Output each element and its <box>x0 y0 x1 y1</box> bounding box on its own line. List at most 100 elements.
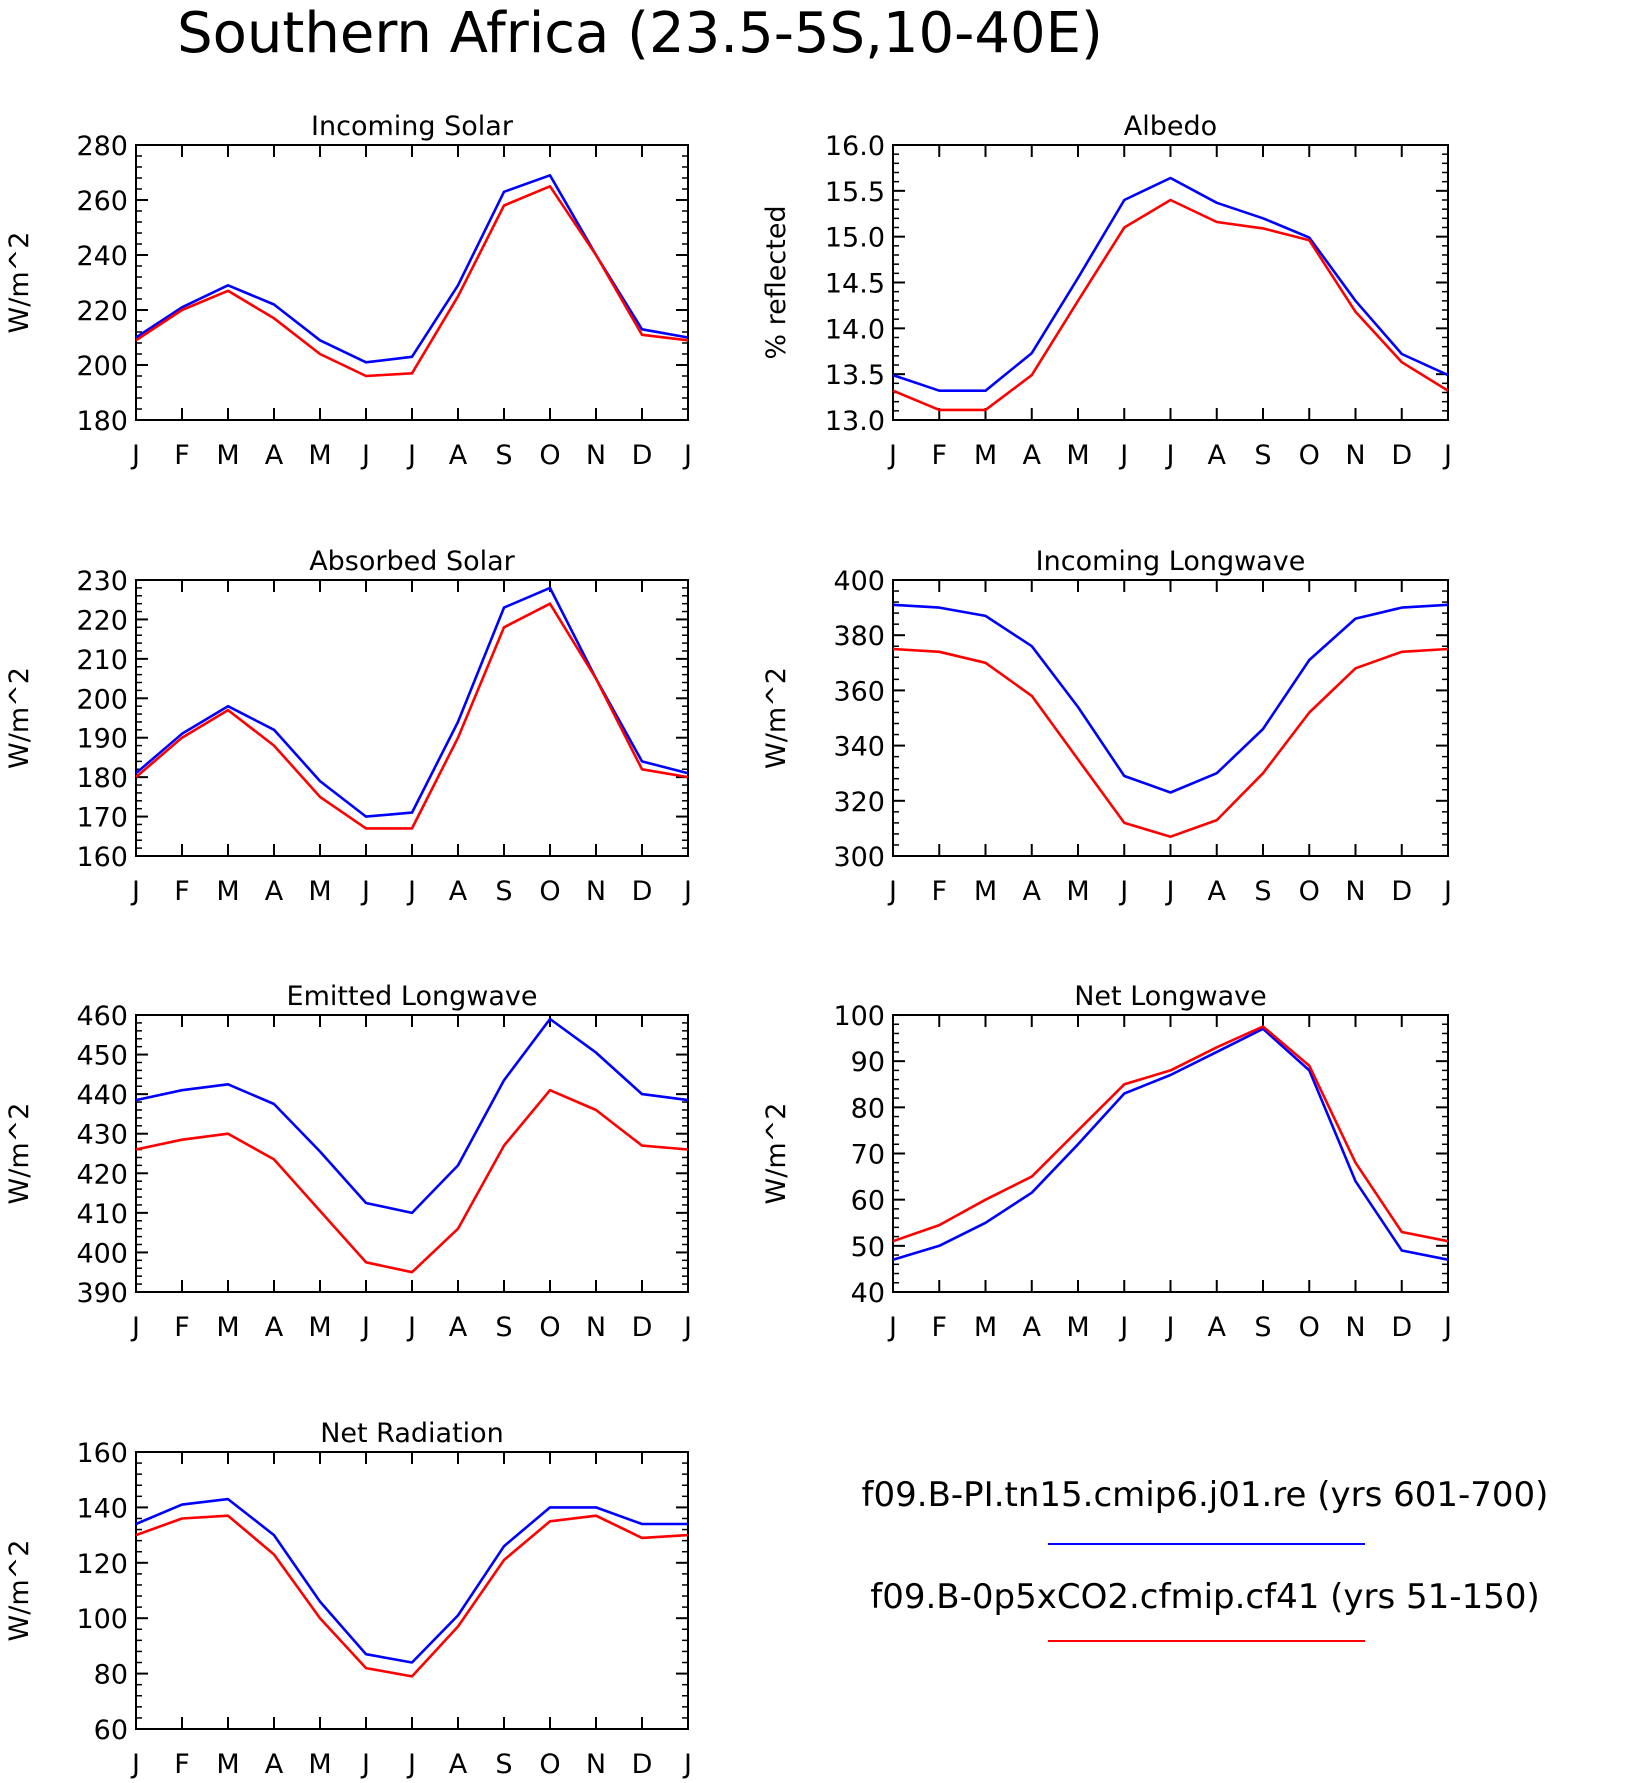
y-tick-label: 320 <box>833 787 885 818</box>
y-tick-label: 100 <box>76 1604 128 1635</box>
x-tick-label: O <box>1299 440 1320 471</box>
series-line-2 <box>892 647 1449 839</box>
y-tick-label: 15.5 <box>825 177 885 208</box>
panel-title: Albedo <box>1124 111 1217 142</box>
x-tick-label: F <box>174 1749 190 1780</box>
x-tick-label: A <box>449 1749 468 1780</box>
y-tick-label: 80 <box>851 1093 885 1124</box>
plot-frame <box>892 1014 1449 1293</box>
x-tick-label: D <box>632 876 653 907</box>
y-axis-label: % reflected <box>761 205 792 359</box>
y-tick-label: 430 <box>76 1120 128 1151</box>
x-tick-label: J <box>130 1312 140 1343</box>
x-tick-label: J <box>406 440 416 471</box>
y-tick-label: 440 <box>76 1080 128 1111</box>
series-line-2 <box>135 185 689 378</box>
x-tick-label: A <box>1023 440 1042 471</box>
x-tick-label: M <box>216 1312 239 1343</box>
legend: f09.B-PI.tn15.cmip6.j01.re (yrs 601-700)… <box>862 1475 1548 1642</box>
x-tick-label: D <box>1391 440 1412 471</box>
x-tick-label: M <box>1066 1312 1089 1343</box>
y-tick-label: 90 <box>851 1047 885 1078</box>
y-tick-label: 280 <box>76 131 128 162</box>
x-tick-label: S <box>1254 440 1271 471</box>
y-tick-label: 80 <box>94 1660 128 1691</box>
y-axis-label: W/m^2 <box>4 667 35 769</box>
y-axis-label: W/m^2 <box>761 1103 792 1205</box>
x-tick-label: M <box>216 876 239 907</box>
y-tick-label: 220 <box>76 296 128 327</box>
panel-title: Net Longwave <box>1074 981 1267 1012</box>
x-tick-label: J <box>682 1749 692 1780</box>
x-tick-label: M <box>308 876 331 907</box>
y-tick-label: 16.0 <box>825 131 885 162</box>
panel-title: Incoming Longwave <box>1036 546 1306 577</box>
y-tick-label: 50 <box>851 1232 885 1263</box>
chart-panel-3: Absorbed Solar W/m^2 160 170 180 190 200 210 220… <box>4 546 692 907</box>
x-tick-label: D <box>632 1749 653 1780</box>
x-tick-label: J <box>1118 1312 1128 1343</box>
x-tick-label: F <box>931 876 947 907</box>
figure-title: Southern Africa (23.5-5S,10-40E) <box>177 1 1103 66</box>
x-tick-label: F <box>174 1312 190 1343</box>
plot-frame <box>135 144 689 421</box>
x-tick-label: F <box>174 876 190 907</box>
y-tick-label: 70 <box>851 1140 885 1171</box>
y-tick-label: 200 <box>76 684 128 715</box>
y-tick-label: 360 <box>833 676 885 707</box>
panel-title: Absorbed Solar <box>309 546 515 577</box>
x-tick-label: J <box>1165 876 1175 907</box>
x-tick-label: M <box>974 876 997 907</box>
x-tick-label: J <box>682 876 692 907</box>
y-tick-label: 14.5 <box>825 269 885 300</box>
panel-title: Net Radiation <box>320 1418 504 1449</box>
y-tick-label: 210 <box>76 645 128 676</box>
y-tick-label: 400 <box>833 566 885 597</box>
x-tick-label: O <box>539 440 560 471</box>
y-tick-label: 340 <box>833 732 885 763</box>
y-tick-label: 15.0 <box>825 223 885 254</box>
y-tick-label: 60 <box>94 1715 128 1746</box>
y-tick-label: 100 <box>833 1001 885 1032</box>
x-tick-label: J <box>887 440 897 471</box>
y-tick-label: 390 <box>76 1278 128 1309</box>
x-tick-label: O <box>539 1312 560 1343</box>
x-tick-label: M <box>216 1749 239 1780</box>
x-tick-label: N <box>586 440 606 471</box>
x-tick-label: A <box>449 1312 468 1343</box>
y-tick-label: 180 <box>76 406 128 437</box>
x-tick-label: N <box>1345 1312 1365 1343</box>
x-tick-label: M <box>308 440 331 471</box>
x-tick-label: J <box>1442 876 1452 907</box>
x-tick-label: N <box>1345 876 1365 907</box>
y-tick-label: 190 <box>76 724 128 755</box>
y-axis-label: W/m^2 <box>4 232 35 334</box>
y-tick-label: 420 <box>76 1159 128 1190</box>
x-tick-label: A <box>265 876 284 907</box>
series-line-1 <box>135 1497 688 1664</box>
series-line-1 <box>892 603 1449 794</box>
x-tick-label: M <box>1066 876 1089 907</box>
x-tick-label: D <box>632 440 653 471</box>
x-tick-label: O <box>539 1749 560 1780</box>
x-tick-label: S <box>1254 1312 1271 1343</box>
x-tick-label: J <box>1165 1312 1175 1343</box>
x-tick-label: J <box>1442 1312 1452 1343</box>
x-tick-label: J <box>682 1312 692 1343</box>
x-tick-label: J <box>406 1749 416 1780</box>
x-tick-label: J <box>130 1749 140 1780</box>
x-tick-label: J <box>130 440 140 471</box>
x-tick-label: J <box>360 440 370 471</box>
y-axis-label: W/m^2 <box>4 1103 35 1205</box>
legend-label-series-2: f09.B-0p5xCO2.cfmip.cf41 (yrs 51-150) <box>870 1577 1539 1617</box>
x-tick-label: F <box>931 1312 947 1343</box>
y-tick-label: 13.0 <box>825 406 885 437</box>
x-tick-label: J <box>1165 440 1175 471</box>
x-tick-label: J <box>406 1312 416 1343</box>
plot-frame <box>135 1014 689 1293</box>
x-tick-label: J <box>682 440 692 471</box>
series-line-1 <box>135 1017 689 1215</box>
x-tick-label: J <box>887 876 897 907</box>
